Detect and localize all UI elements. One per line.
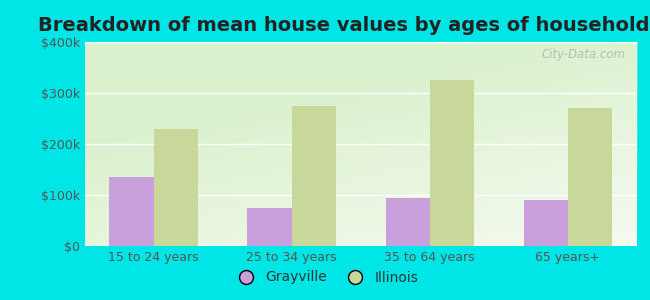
- Legend: Grayville, Illinois: Grayville, Illinois: [226, 265, 424, 290]
- Bar: [524, 200, 568, 246]
- Bar: [153, 129, 198, 246]
- Bar: [109, 177, 153, 246]
- Bar: [292, 106, 336, 246]
- Title: Breakdown of mean house values by ages of householders: Breakdown of mean house values by ages o…: [38, 16, 650, 35]
- Bar: [385, 197, 430, 246]
- Text: City-Data.com: City-Data.com: [542, 48, 626, 61]
- Bar: [248, 208, 292, 246]
- Bar: [430, 80, 474, 246]
- Bar: [568, 108, 612, 246]
